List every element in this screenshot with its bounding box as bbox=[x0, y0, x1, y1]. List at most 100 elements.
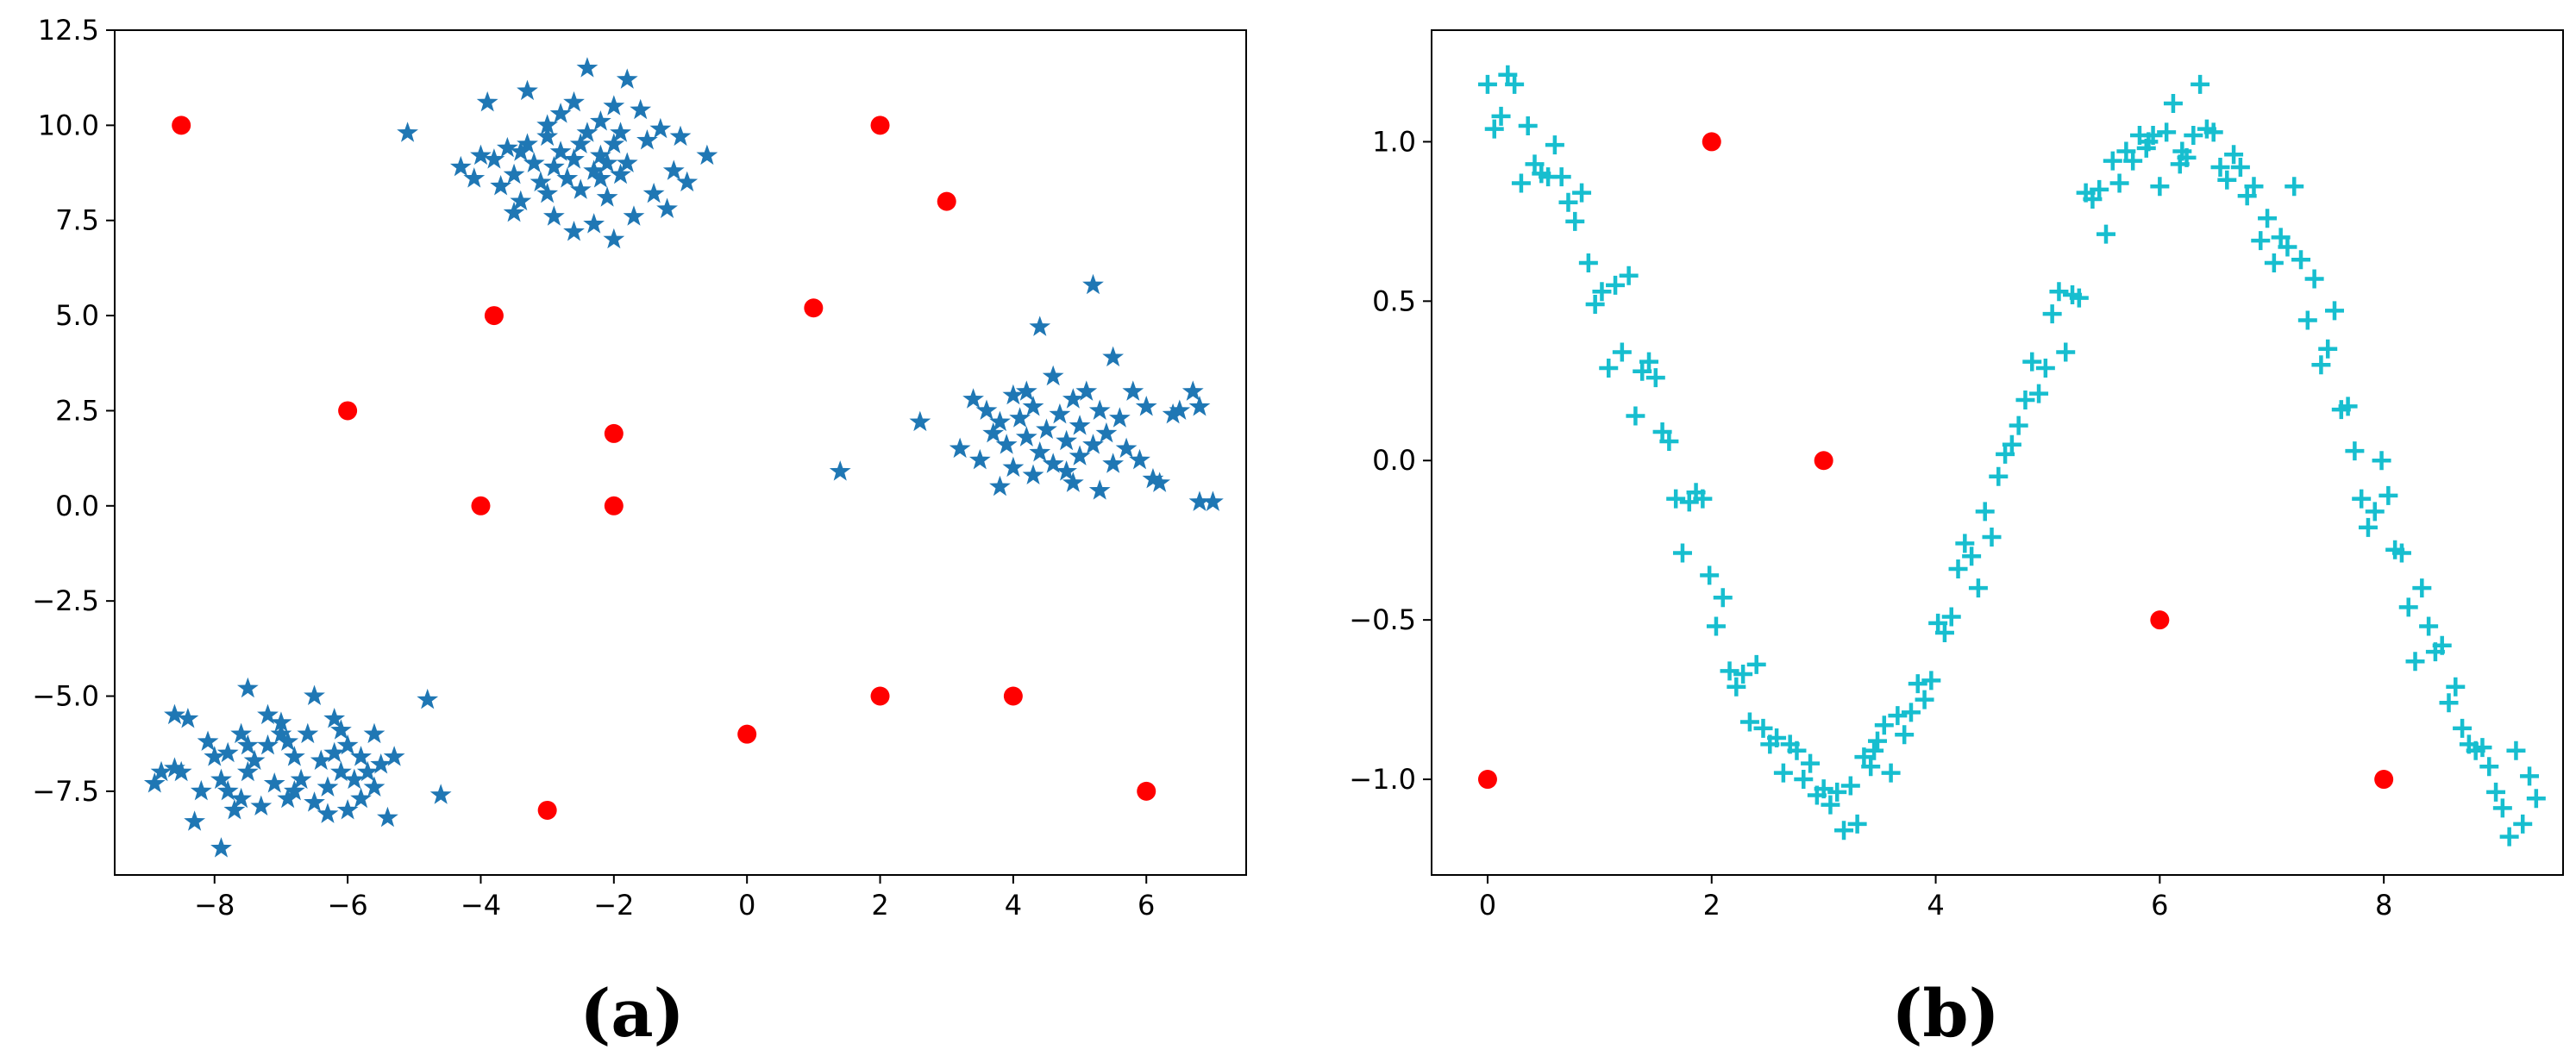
chart-a-xtick-label-7: 6 bbox=[1138, 889, 1155, 922]
chart-a-series-0-point-91 bbox=[363, 722, 385, 744]
chart-b-series-0-point-61 bbox=[1888, 706, 1907, 725]
chart-b-y-axis: −1.0 −0.5 0.0 0.5 1.0 bbox=[1349, 125, 1432, 796]
chart-a-series-0-point-81 bbox=[304, 684, 325, 706]
chart-a-ytick-label-0: −7.5 bbox=[32, 775, 99, 808]
chart-b-series-0-point-122 bbox=[2298, 311, 2317, 330]
scatter-chart-a: −8 −6 −4 −2 0 2 4 6 −7.5 −5.0 −2.5 0.0 2.5 5.0 7.5 10.… bbox=[32, 14, 1247, 1052]
chart-b-series-0-point-140 bbox=[2419, 617, 2438, 636]
chart-b-series-0-point-12 bbox=[1558, 193, 1577, 212]
chart-b-series-0-point-33 bbox=[1700, 565, 1719, 584]
chart-a-series-0-point-42 bbox=[476, 91, 498, 112]
chart-b-series-0-point-70 bbox=[1949, 559, 1968, 578]
chart-a-series-0-point-70 bbox=[236, 677, 259, 698]
chart-b-series-0-point-76 bbox=[1989, 467, 2008, 486]
chart-a-series-1-point-5 bbox=[604, 496, 624, 516]
chart-b-series-0-point-102 bbox=[2164, 94, 2183, 113]
chart-b-series-0-point-123 bbox=[2305, 269, 2324, 288]
chart-b-series-0-point-138 bbox=[2406, 652, 2425, 671]
chart-a-series-0-point-34 bbox=[636, 129, 658, 150]
chart-a-series-0-point-20 bbox=[569, 178, 592, 199]
chart-b-series-0-point-63 bbox=[1902, 703, 1921, 722]
chart-a-series-0-point-32 bbox=[623, 205, 645, 226]
chart-b-xtick-label-2: 4 bbox=[1927, 889, 1944, 922]
chart-a-series-1-point-2 bbox=[484, 306, 504, 326]
chart-b-series-1-point-0 bbox=[1477, 770, 1497, 790]
chart-a-series-0-point-60 bbox=[184, 810, 206, 831]
chart-a-series-0-point-72 bbox=[250, 795, 273, 816]
chart-a-xtick-label-2: −4 bbox=[461, 889, 501, 922]
chart-a-series-0-point-129 bbox=[1042, 365, 1064, 386]
chart-a-xtick-label-4: 0 bbox=[738, 889, 755, 922]
chart-b-series-0-point-92 bbox=[2097, 225, 2115, 244]
chart-a-series-0-point-109 bbox=[363, 776, 385, 797]
chart-a-series-0-point-36 bbox=[649, 117, 672, 139]
chart-a-series-0-point-147 bbox=[1122, 380, 1144, 401]
chart-a-series-0-point-148 bbox=[1129, 448, 1150, 470]
chart-b-series-0-point-149 bbox=[2479, 757, 2498, 776]
chart-a-series-0-point-46 bbox=[603, 228, 625, 249]
chart-b-series-0-point-100 bbox=[2150, 177, 2169, 196]
chart-b-series-0-point-101 bbox=[2157, 122, 2176, 141]
chart-b-series-0-point-120 bbox=[2285, 177, 2303, 196]
chart-a-series-1-point-3 bbox=[471, 496, 491, 516]
chart-a-xtick-label-6: 4 bbox=[1005, 889, 1022, 922]
chart-a-series-0-point-63 bbox=[204, 746, 226, 766]
chart-a-points bbox=[143, 57, 1224, 858]
chart-a-series-0-point-138 bbox=[1082, 273, 1104, 295]
chart-b-series-0-point-22 bbox=[1626, 406, 1645, 425]
chart-b-series-0-point-137 bbox=[2399, 597, 2418, 616]
chart-a-series-0-point-17 bbox=[556, 167, 579, 188]
chart-a-series-0-point-154 bbox=[1181, 380, 1204, 401]
chart-a-series-0-point-155 bbox=[1188, 396, 1211, 416]
chart-a-series-1-point-13 bbox=[1137, 781, 1156, 801]
chart-b-series-0-point-106 bbox=[2191, 75, 2209, 94]
chart-b-series-0-point-20 bbox=[1613, 343, 1632, 362]
chart-a-series-0-point-45 bbox=[583, 213, 605, 234]
chart-b-series-0-point-121 bbox=[2291, 250, 2310, 269]
chart-a-series-0-point-143 bbox=[1102, 346, 1125, 367]
chart-b-series-0-point-133 bbox=[2372, 451, 2391, 470]
chart-a-series-0-point-35 bbox=[642, 182, 665, 203]
chart-a-xtick-label-5: 2 bbox=[871, 889, 888, 922]
chart-a-series-0-point-121 bbox=[1002, 456, 1025, 478]
chart-a-series-0-point-111 bbox=[909, 410, 931, 432]
chart-a-series-0-point-103 bbox=[317, 803, 339, 823]
chart-a-series-0-point-43 bbox=[517, 79, 538, 101]
chart-a-series-0-point-5 bbox=[496, 136, 518, 158]
chart-a-series-0-point-117 bbox=[989, 475, 1011, 497]
chart-a-series-0-point-95 bbox=[417, 688, 439, 709]
chart-a-ytick-label-4: 2.5 bbox=[55, 394, 99, 427]
chart-a-series-1-point-10 bbox=[937, 191, 956, 211]
chart-b-series-0-point-84 bbox=[2043, 304, 2062, 323]
chart-a-series-0-point-104 bbox=[350, 787, 372, 809]
chart-b-series-0-point-79 bbox=[2009, 416, 2028, 435]
chart-b-series-0-point-74 bbox=[1976, 502, 1995, 521]
chart-b-series-1-point-2 bbox=[1814, 451, 1833, 471]
chart-b-series-0-point-6 bbox=[1519, 116, 1538, 135]
chart-a-ytick-label-6: 7.5 bbox=[55, 204, 99, 237]
chart-a-series-0-point-125 bbox=[1022, 396, 1044, 416]
chart-a-series-0-point-115 bbox=[975, 399, 998, 420]
chart-a-ytick-label-7: 10.0 bbox=[38, 109, 99, 141]
chart-b-series-0-point-5 bbox=[1512, 174, 1531, 193]
chart-a-series-0-point-3 bbox=[470, 144, 492, 166]
chart-b-x-axis: 0 2 4 6 8 bbox=[1479, 875, 2392, 922]
chart-b-series-0-point-93 bbox=[2103, 152, 2122, 171]
chart-a-series-0-point-6 bbox=[490, 174, 512, 196]
chart-b-series-0-point-66 bbox=[1921, 671, 1940, 690]
chart-a-series-0-point-145 bbox=[1108, 407, 1131, 428]
chart-a-series-0-point-57 bbox=[164, 703, 185, 725]
chart-a-series-1-point-0 bbox=[172, 116, 191, 135]
chart-b-xtick-label-3: 6 bbox=[2151, 889, 2168, 922]
chart-a-series-0-point-2 bbox=[463, 167, 486, 188]
chart-b-series-0-point-44 bbox=[1774, 764, 1793, 783]
chart-a-xtick-label-3: −2 bbox=[593, 889, 634, 922]
chart-b-series-0-point-11 bbox=[1552, 167, 1571, 186]
chart-a-series-0-point-141 bbox=[1088, 479, 1111, 500]
chart-a-ytick-label-2: −2.5 bbox=[32, 584, 99, 617]
chart-a-series-0-point-38 bbox=[662, 159, 685, 180]
chart-a-series-0-point-39 bbox=[669, 125, 692, 147]
chart-b-ytick-label-3: 0.5 bbox=[1372, 284, 1416, 317]
chart-b-ytick-label-0: −1.0 bbox=[1349, 763, 1416, 796]
chart-a-series-0-point-15 bbox=[549, 103, 572, 123]
